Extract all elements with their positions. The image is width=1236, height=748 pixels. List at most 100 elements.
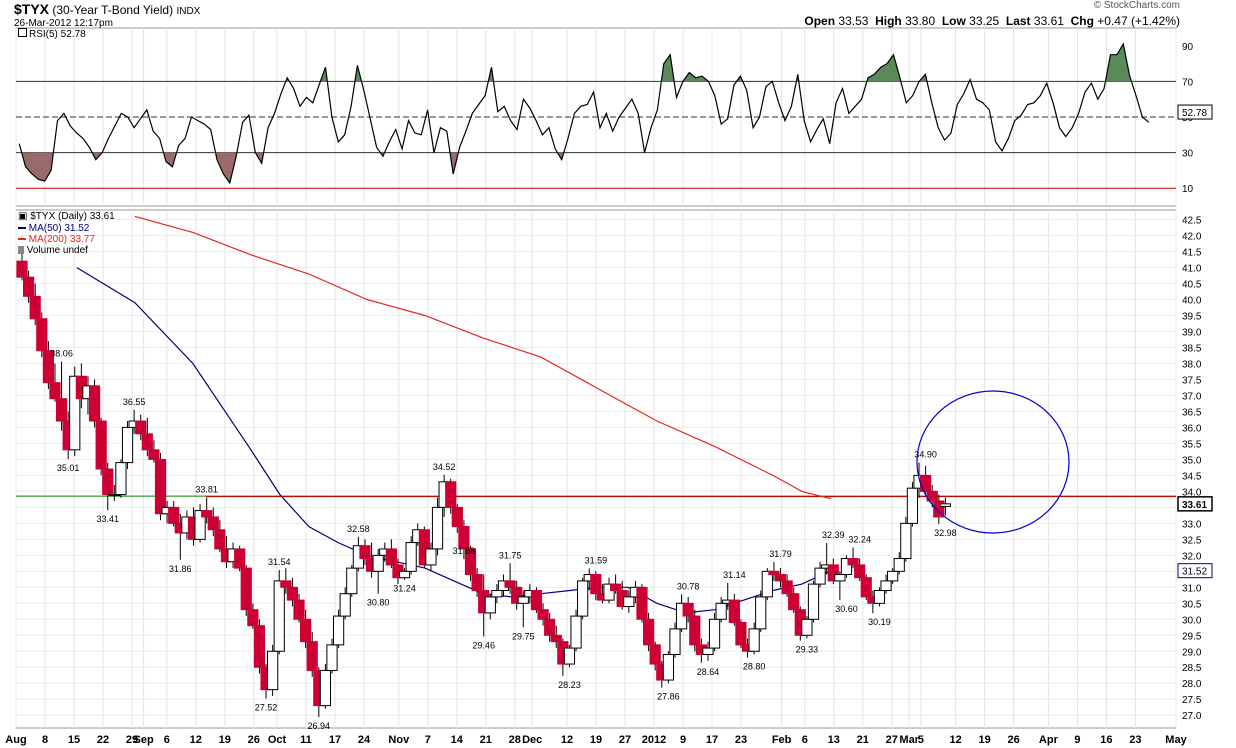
rsi-tick-label: 10 <box>1182 184 1194 195</box>
candle-up <box>939 503 952 507</box>
candle-down <box>847 558 859 566</box>
ma200-legend-text: MA(200) 33.77 <box>28 234 95 245</box>
price-tick-label: 41.5 <box>1182 248 1202 259</box>
x-tick-label: 23 <box>735 734 747 746</box>
price-annotation: 27.52 <box>255 703 278 713</box>
price-tick-label: 34.0 <box>1182 487 1202 498</box>
x-tick-label: Dec <box>522 734 542 746</box>
price-tick-label: 28.0 <box>1182 679 1202 690</box>
candle-down <box>728 599 740 623</box>
x-tick-label: May <box>1165 734 1187 746</box>
candle-up <box>115 462 127 496</box>
ma200-legend-icon <box>18 238 26 241</box>
x-tick-label: 22 <box>97 734 109 746</box>
candle-up <box>577 580 589 617</box>
candle-up <box>121 426 134 464</box>
price-tick-label: 34.5 <box>1182 471 1202 482</box>
x-tick-label: 21 <box>857 734 869 746</box>
candle-up <box>807 583 820 620</box>
price-tick-label: 35.5 <box>1182 439 1202 450</box>
candle-down <box>537 609 549 620</box>
candle-down <box>207 516 219 531</box>
quote-bar: Open 33.53 High 33.80 Low 33.25 Last 33.… <box>804 14 1180 28</box>
candle-down <box>418 529 430 566</box>
ma200-line <box>134 215 832 500</box>
x-tick-label: 21 <box>480 734 492 746</box>
candle-up <box>484 596 496 614</box>
price-last-box <box>1177 496 1213 512</box>
price-tick-label: 38.0 <box>1182 359 1202 370</box>
candle-up <box>814 567 826 585</box>
price-tick-label: 42.0 <box>1182 232 1202 243</box>
price-annotation: 34.90 <box>914 450 937 460</box>
price-tick-label: 38.5 <box>1182 343 1202 354</box>
last-value: 33.61 <box>1033 14 1064 28</box>
price-tick-label: 27.5 <box>1182 695 1202 706</box>
rsi-tick-label: 70 <box>1182 77 1194 88</box>
candle-up <box>491 590 503 598</box>
candle-up <box>194 510 206 540</box>
candle-down <box>247 609 259 627</box>
candle-down <box>735 621 747 646</box>
ma50-last-box <box>1177 563 1213 579</box>
candle-up <box>715 602 727 620</box>
candle-down <box>234 548 246 569</box>
price-annotation: 35.01 <box>57 463 80 473</box>
candle-down <box>860 577 872 598</box>
x-tick-label: 26 <box>248 734 260 746</box>
rsi-line <box>18 42 1150 185</box>
price-tick-label: 42.5 <box>1182 216 1202 227</box>
candle-down <box>933 500 945 518</box>
candle-down <box>788 593 800 611</box>
candle-down <box>148 449 160 460</box>
candle-up <box>873 590 886 604</box>
candle-up <box>623 596 635 607</box>
price-annotation: 29.33 <box>796 645 819 655</box>
price-annotation: 30.80 <box>367 598 390 608</box>
price-tick-label: 37.0 <box>1182 391 1202 402</box>
rsi-legend: RSI(5) 52.78 <box>18 28 86 40</box>
x-tick-label: 9 <box>680 734 686 746</box>
price-legend: ▣ $TYX (Daily) 33.61 <box>18 211 115 222</box>
symbol-description: (30-Year T-Bond Yield) <box>52 3 174 17</box>
x-tick-label: 17 <box>329 734 341 746</box>
ma50-last-value: 31.52 <box>1182 567 1207 578</box>
candle-down <box>141 433 153 451</box>
candle-up <box>834 574 846 582</box>
candle-up <box>669 628 681 655</box>
candle-down <box>445 481 457 508</box>
volume-legend: Volume undef <box>18 245 88 256</box>
x-tick-label: 15 <box>68 734 80 746</box>
price-tick-label: 37.5 <box>1182 375 1202 386</box>
price-annotation: 26.94 <box>308 721 331 731</box>
candle-up <box>108 494 120 497</box>
candle-down <box>95 420 107 470</box>
price-annotation: 27.86 <box>657 692 680 702</box>
candle-down <box>827 564 839 582</box>
candle-down <box>49 382 61 400</box>
candle-up <box>603 583 615 601</box>
x-tick-label: 7 <box>425 734 431 746</box>
candle-down <box>22 276 35 297</box>
price-annotation: 28.23 <box>558 680 581 690</box>
price-tick-label: 36.0 <box>1182 423 1202 434</box>
candle-up <box>425 548 437 566</box>
candle-up <box>69 375 81 451</box>
high-label: High <box>875 14 902 28</box>
x-tick-label: Feb <box>772 734 792 746</box>
candle-down <box>168 506 180 524</box>
candle-up <box>801 618 813 636</box>
candle-up <box>398 570 411 579</box>
candle-down <box>682 602 694 617</box>
x-tick-label: 23 <box>1129 734 1141 746</box>
candle-up <box>563 647 576 665</box>
candle-down <box>544 618 556 636</box>
candle-up <box>906 487 919 524</box>
low-label: Low <box>941 14 966 28</box>
candle-up <box>346 567 358 595</box>
price-annotation: 28.80 <box>743 662 766 672</box>
rsi-legend-text: RSI(5) 52.78 <box>29 29 86 40</box>
candle-up <box>339 593 351 617</box>
candle-up <box>748 628 760 652</box>
